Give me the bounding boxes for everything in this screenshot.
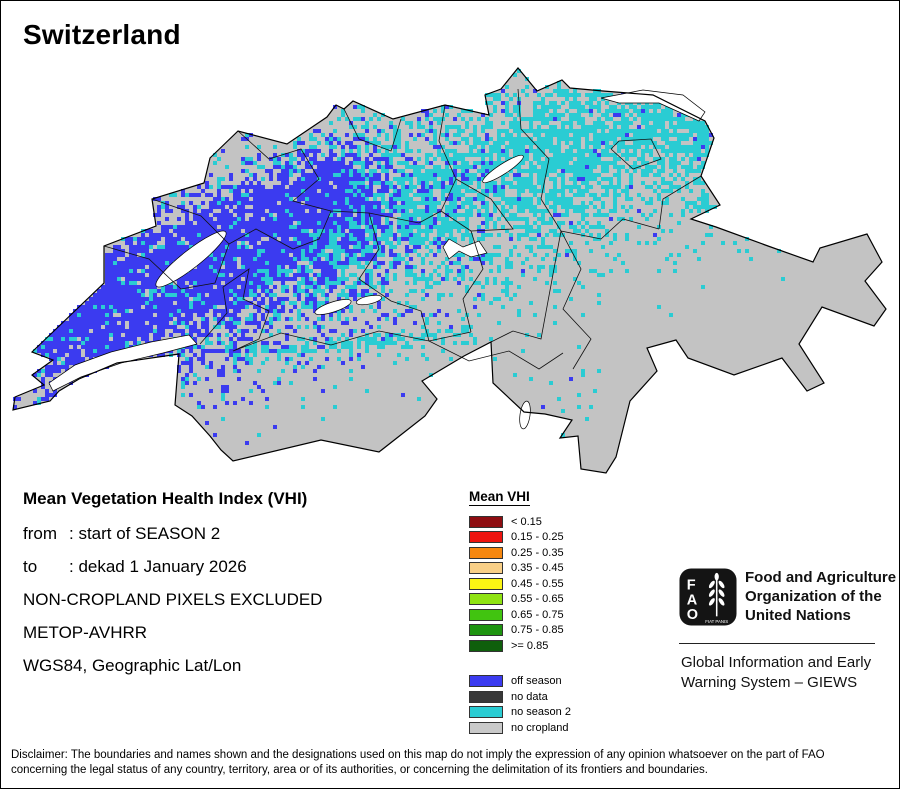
- legend-item: 0.65 - 0.75: [469, 607, 571, 623]
- fao-letter-f: F: [687, 577, 696, 593]
- legend-label: 0.65 - 0.75: [511, 608, 564, 621]
- legend-swatch: [469, 639, 503, 652]
- lake-zurich: [482, 154, 524, 184]
- fao-organization-name: Food and Agriculture Organization of the…: [745, 569, 897, 624]
- legend-other-classes: off season no data no season 2 no cropland: [469, 674, 571, 736]
- legend-label: no season 2: [511, 706, 571, 719]
- legend-label: 0.45 - 0.55: [511, 577, 564, 590]
- giews-name: Global Information and Early Warning Sys…: [681, 654, 872, 691]
- info-line-value: NON-CROPLAND PIXELS EXCLUDED: [23, 590, 323, 609]
- switzerland-vhi-map: [12, 67, 887, 474]
- legend-label: >= 0.85: [511, 639, 549, 652]
- vhi-pixels: [13, 69, 785, 445]
- legend-label: no cropland: [511, 721, 569, 734]
- legend-item: 0.75 - 0.85: [469, 623, 571, 639]
- legend-swatch: [469, 721, 503, 734]
- lake-geneva: [48, 334, 198, 392]
- lake-constance: [600, 89, 706, 122]
- legend-item: < 0.15: [469, 514, 571, 530]
- map-info-block: Mean Vegetation Health Index (VHI) from:…: [23, 489, 322, 689]
- page-title: Switzerland: [23, 19, 181, 50]
- info-line-value: METOP-AVHRR: [23, 623, 148, 642]
- legend-item: 0.15 - 0.25: [469, 530, 571, 546]
- legend-label: 0.55 - 0.65: [511, 593, 564, 606]
- info-line: to : dekad 1 January 2026: [23, 557, 322, 577]
- legend-label: < 0.15: [511, 515, 542, 528]
- legend-swatch: [469, 515, 503, 528]
- lake-brienz: [355, 294, 383, 306]
- legend-vhi-classes: < 0.15 0.15 - 0.25 0.25 - 0.35 0.35 - 0.45 0…: [469, 514, 571, 654]
- info-line-label: to: [23, 557, 38, 576]
- info-line: WGS84, Geographic Lat/Lon: [23, 656, 322, 676]
- legend-item: >= 0.85: [469, 638, 571, 654]
- legend-item: 0.25 - 0.35: [469, 545, 571, 561]
- info-heading: Mean Vegetation Health Index (VHI): [23, 489, 308, 508]
- canton-boundaries: [103, 88, 702, 370]
- info-line-value: : start of SEASON 2: [69, 524, 221, 543]
- legend-swatch: [469, 546, 503, 559]
- legend-item: 0.35 - 0.45: [469, 561, 571, 577]
- legend-title: Mean VHI: [469, 489, 530, 506]
- lake-maggiore: [519, 400, 531, 430]
- legend-item: no data: [469, 689, 571, 705]
- legend-swatch: [469, 675, 503, 688]
- legend-label: off season: [511, 675, 562, 688]
- fao-logo: F A O FIAT PANIS: [679, 568, 737, 626]
- info-line: NON-CROPLAND PIXELS EXCLUDED: [23, 590, 322, 610]
- legend-swatch: [469, 577, 503, 590]
- legend-label: no data: [511, 690, 548, 703]
- wheat-ear-icon: [708, 572, 725, 617]
- lakes: [48, 89, 706, 430]
- legend-swatch: [469, 624, 503, 637]
- legend-swatch: [469, 593, 503, 606]
- legend-label: 0.25 - 0.35: [511, 546, 564, 559]
- lake-lucerne: [442, 238, 488, 260]
- info-line: METOP-AVHRR: [23, 623, 322, 643]
- legend: Mean VHI < 0.15 0.15 - 0.25 0.25 - 0.35 0.3…: [469, 488, 571, 736]
- disclaimer-text: Disclaimer: The boundaries and names sho…: [11, 749, 825, 776]
- legend-swatch: [469, 531, 503, 544]
- legend-swatch: [469, 608, 503, 621]
- legend-label: 0.75 - 0.85: [511, 624, 564, 637]
- fao-block: F A O FIAT PANIS Food and Agriculture Or…: [679, 566, 896, 706]
- legend-item: off season: [469, 674, 571, 690]
- info-line: from : start of SEASON 2: [23, 524, 322, 544]
- lake-neuchatel: [155, 230, 227, 288]
- info-line-value: : dekad 1 January 2026: [69, 557, 247, 576]
- fao-letter-o: O: [687, 607, 698, 623]
- legend-label: 0.15 - 0.25: [511, 531, 564, 544]
- fiat-panis-motto: FIAT PANIS: [705, 619, 728, 624]
- legend-item: no season 2: [469, 705, 571, 721]
- legend-swatch: [469, 706, 503, 719]
- info-line-value: WGS84, Geographic Lat/Lon: [23, 656, 242, 675]
- off-season-pixels: [13, 89, 713, 445]
- legend-swatch: [469, 690, 503, 703]
- legend-label: 0.35 - 0.45: [511, 562, 564, 575]
- legend-item: no cropland: [469, 720, 571, 736]
- country-border: [12, 67, 887, 474]
- fao-letter-a: A: [687, 593, 698, 609]
- fao-divider: [679, 643, 875, 644]
- legend-item: 0.55 - 0.65: [469, 592, 571, 608]
- info-lines: from : start of SEASON 2 to : dekad 1 Janua…: [23, 524, 322, 676]
- info-line-label: from: [23, 524, 57, 543]
- legend-swatch: [469, 562, 503, 575]
- lake-thun: [314, 299, 352, 315]
- legend-item: 0.45 - 0.55: [469, 576, 571, 592]
